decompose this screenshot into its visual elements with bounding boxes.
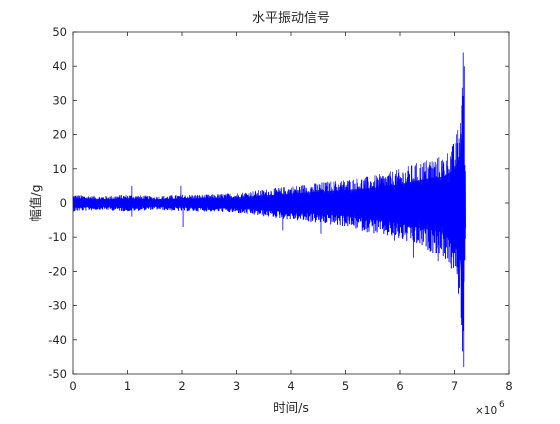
signal-core-band <box>73 120 466 294</box>
y-tick-label: 20 <box>52 128 67 142</box>
y-tick-label: -40 <box>48 333 67 347</box>
x-tick-label: 7 <box>451 379 458 393</box>
x-tick-label: 1 <box>124 379 131 393</box>
x-tick-label: 2 <box>178 379 185 393</box>
y-tick-label: -10 <box>48 230 67 244</box>
x-tick-label: 4 <box>287 379 294 393</box>
y-tick-label: 40 <box>52 59 67 73</box>
x-axis-exponent: ×10 6 <box>475 400 505 417</box>
y-tick-label: 50 <box>52 25 67 39</box>
chart-title: 水平振动信号 <box>252 11 330 26</box>
x-tick-label: 0 <box>69 379 76 393</box>
signal-layer <box>72 52 466 368</box>
x-tick-label: 3 <box>233 379 240 393</box>
y-tick-label: 10 <box>52 162 67 176</box>
x-tick-label: 8 <box>505 379 512 393</box>
y-tick-label: 30 <box>52 93 67 107</box>
x-tick-label: 6 <box>396 379 403 393</box>
x-tick-label: 5 <box>342 379 349 393</box>
x-exponent-power: 6 <box>499 400 505 410</box>
y-axis-label: 幅值/g <box>28 184 43 221</box>
tick-layer: 0 1 2 3 4 5 6 7 8 -50 -40 -30 -20 -10 0 10 20 30 40 50 <box>48 25 512 393</box>
x-exponent-base: ×10 <box>475 405 497 417</box>
x-axis-label: 时间/s <box>273 400 309 415</box>
y-tick-label: -20 <box>48 264 67 278</box>
y-tick-label: 0 <box>60 196 67 210</box>
y-tick-label: -30 <box>48 299 67 313</box>
y-tick-label: -50 <box>48 367 67 381</box>
